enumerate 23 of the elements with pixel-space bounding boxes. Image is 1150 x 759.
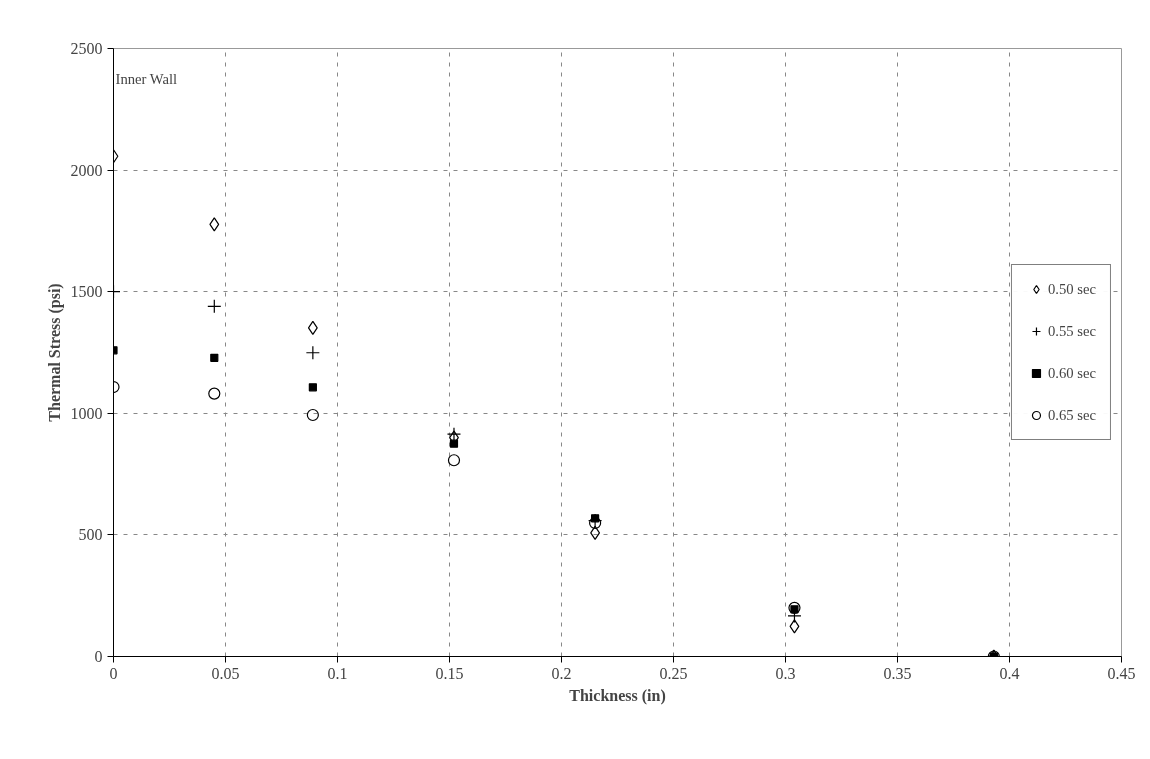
x-tick-label: 0.25 (659, 664, 688, 682)
legend-label: 0.65 sec (1047, 406, 1096, 424)
x-tick-label: 0.45 (1107, 664, 1136, 682)
x-tick-label: 0.3 (775, 664, 796, 682)
y-tick-label: 1000 (70, 404, 103, 422)
x-tick-label: 0.05 (211, 664, 240, 682)
x-tick-label: 0.4 (999, 664, 1020, 682)
y-axis-title: Thermal Stress (psi) (45, 283, 64, 422)
x-axis-title: Thickness (in) (569, 686, 666, 705)
y-tick-label: 1500 (70, 283, 103, 301)
x-tick-label: 0.1 (327, 664, 348, 682)
annotation: Inner Wall (115, 70, 178, 87)
x-tick-label: 0.2 (551, 664, 572, 682)
legend-label: 0.60 sec (1047, 364, 1096, 382)
y-tick-label: 500 (78, 526, 103, 544)
y-tick-label: 2000 (70, 161, 103, 179)
y-tick-label: 0 (94, 648, 103, 665)
legend-label: 0.50 sec (1047, 280, 1096, 298)
legend-label: 0.55 sec (1047, 322, 1096, 340)
y-tick-label: 2500 (70, 40, 103, 57)
x-tick-label: 0.35 (883, 664, 912, 682)
x-tick-label: 0.15 (435, 664, 464, 682)
x-tick-label: 0 (109, 664, 118, 682)
